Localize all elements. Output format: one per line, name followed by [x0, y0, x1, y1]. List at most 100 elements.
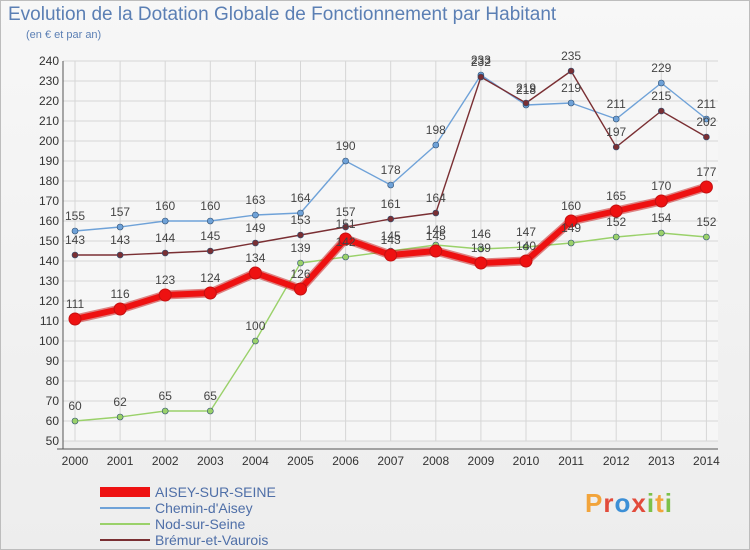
data-point — [342, 223, 349, 231]
data-point — [252, 337, 259, 345]
data-point — [519, 254, 533, 268]
data-point — [703, 133, 710, 141]
data-label: 65 — [159, 389, 173, 403]
data-point — [477, 245, 485, 253]
x-tick-label: 2003 — [197, 454, 224, 468]
data-label: 235 — [561, 49, 581, 63]
legend-swatch — [100, 487, 150, 497]
data-label: 145 — [426, 229, 446, 243]
data-label: 147 — [516, 225, 536, 239]
data-point — [609, 204, 623, 218]
data-label: 161 — [381, 197, 401, 211]
y-tick-label: 200 — [39, 134, 59, 148]
logo-letter: x — [631, 488, 647, 518]
y-tick-label: 70 — [46, 394, 60, 408]
legend-item-bremur: Brémur-et-Vaurois — [100, 532, 276, 548]
data-label: 134 — [245, 251, 265, 265]
data-label: 160 — [561, 199, 581, 213]
x-tick-label: 2006 — [332, 454, 359, 468]
data-point — [342, 157, 349, 165]
data-point — [297, 231, 304, 239]
chart-legend: AISEY-SUR-SEINE Chemin-d'Aisey Nod-sur-S… — [100, 484, 276, 548]
y-tick-label: 190 — [39, 154, 59, 168]
y-tick-label: 220 — [39, 94, 59, 108]
x-tick-label: 2014 — [693, 454, 720, 468]
data-point — [158, 288, 172, 302]
data-point — [657, 107, 665, 115]
data-point — [71, 417, 79, 425]
data-label: 211 — [697, 97, 716, 111]
data-point — [68, 312, 82, 326]
logo-letter: t — [655, 488, 665, 518]
data-label: 123 — [155, 273, 175, 287]
data-point — [342, 253, 349, 261]
y-tick-label: 140 — [39, 254, 59, 268]
data-point — [564, 214, 578, 228]
data-label: 145 — [381, 229, 401, 243]
data-label: 145 — [200, 229, 220, 243]
y-tick-label: 60 — [46, 414, 60, 428]
data-label: 139 — [471, 241, 491, 255]
y-tick-label: 130 — [39, 274, 59, 288]
logo-letter: i — [664, 488, 673, 518]
data-label: 100 — [245, 319, 265, 333]
y-tick-label: 160 — [39, 214, 59, 228]
y-tick-label: 210 — [39, 114, 59, 128]
logo-letter: i — [646, 488, 656, 518]
data-label: 229 — [651, 61, 671, 75]
data-label: 164 — [290, 191, 310, 205]
y-tick-label: 90 — [46, 354, 60, 368]
data-label: 197 — [606, 125, 626, 139]
data-point — [612, 143, 620, 151]
data-label: 149 — [245, 221, 265, 235]
data-label: 152 — [696, 215, 716, 229]
x-tick-label: 2011 — [558, 454, 584, 468]
data-label: 215 — [651, 89, 671, 103]
data-point — [297, 259, 304, 267]
data-label: 157 — [336, 205, 356, 219]
data-label: 60 — [68, 399, 82, 413]
data-point — [567, 239, 575, 247]
data-point — [703, 115, 710, 123]
data-label: 143 — [65, 233, 85, 247]
data-label: 219 — [516, 81, 536, 95]
y-tick-label: 240 — [39, 54, 59, 68]
y-tick-label: 80 — [46, 374, 60, 388]
x-tick-label: 2001 — [107, 454, 134, 468]
chart-title: Evolution de la Dotation Globale de Fonc… — [8, 4, 557, 25]
x-tick-label: 2008 — [422, 454, 449, 468]
data-label: 142 — [336, 235, 356, 249]
data-label: 160 — [155, 199, 175, 213]
data-point — [207, 247, 214, 255]
legend-item-aisey: AISEY-SUR-SEINE — [100, 484, 276, 500]
data-point — [113, 302, 127, 316]
data-point — [207, 217, 214, 225]
x-tick-label: 2000 — [62, 454, 89, 468]
data-point — [252, 211, 259, 219]
data-label: 164 — [426, 191, 446, 205]
data-label: 124 — [200, 271, 220, 285]
data-point — [477, 73, 485, 81]
data-point — [567, 67, 575, 75]
data-label: 165 — [606, 189, 626, 203]
data-label: 154 — [651, 211, 671, 225]
chart-subtitle: (en € et par an) — [26, 29, 102, 41]
data-label: 190 — [336, 139, 356, 153]
data-label: 218 — [516, 83, 536, 97]
data-label: 111 — [66, 297, 85, 311]
data-point — [116, 223, 124, 231]
y-tick-label: 120 — [39, 294, 59, 308]
logo-letter: r — [603, 488, 615, 518]
x-tick-label: 2013 — [648, 454, 675, 468]
y-tick-label: 50 — [46, 434, 60, 448]
data-point — [252, 239, 259, 247]
data-point — [387, 215, 395, 223]
data-point — [207, 407, 214, 415]
data-point — [522, 243, 530, 251]
data-point — [432, 209, 440, 217]
data-label: 198 — [426, 123, 446, 137]
data-point — [203, 286, 217, 300]
x-tick-label: 2012 — [603, 454, 630, 468]
data-label: 163 — [245, 193, 265, 207]
data-label: 146 — [471, 227, 491, 241]
